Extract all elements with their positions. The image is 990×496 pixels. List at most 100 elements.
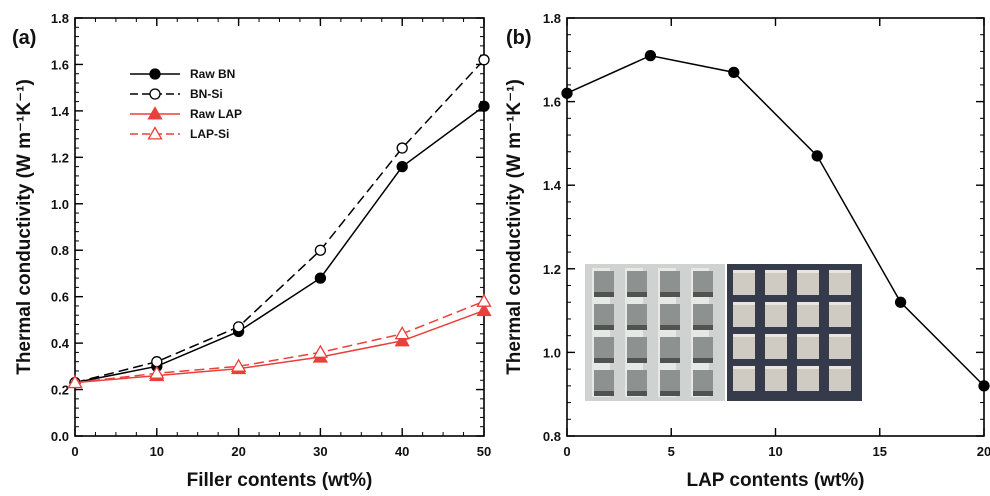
legend-label: BN-Si xyxy=(190,87,223,101)
photo-tile xyxy=(733,270,755,295)
photo-tile-edge xyxy=(627,292,647,297)
photo-tile-highlight xyxy=(765,270,787,273)
x-tick-label: 10 xyxy=(768,444,782,459)
photo-tile-edge xyxy=(660,325,680,330)
photo-tile-edge xyxy=(693,292,713,297)
photo-tile-edge xyxy=(627,358,647,363)
series-data xyxy=(561,49,990,392)
y-axis-title: Thermal conductivity (W m⁻¹K⁻¹) xyxy=(504,79,525,375)
series-raw-lap xyxy=(67,302,492,389)
x-axis-title: LAP contents (wt%) xyxy=(686,470,864,491)
photo-tile xyxy=(797,334,819,359)
x-tick-label: 20 xyxy=(231,444,245,459)
photo-tile xyxy=(693,370,713,396)
panel-a-chart: 0 10 20 30 40 50 0.0 0.2 0.4 0.6 0.8 1.0 1.2 1.4 1.6 1.… xyxy=(12,11,492,491)
photo-tile-highlight xyxy=(797,302,819,305)
photo-tile-edge xyxy=(693,391,713,396)
photo-tile xyxy=(797,302,819,327)
legend-item: LAP-Si xyxy=(130,126,229,141)
photo-tile-highlight xyxy=(829,334,851,337)
photo-tile xyxy=(594,370,614,396)
photo-tile-edge xyxy=(660,391,680,396)
legend-item: Raw LAP xyxy=(130,106,242,121)
photo-tile xyxy=(627,304,647,330)
data-point xyxy=(151,356,163,368)
x-tick-label: 20 xyxy=(977,444,990,459)
data-point xyxy=(728,66,740,78)
photo-tile xyxy=(660,271,680,297)
photo-tile xyxy=(627,271,647,297)
legend-marker xyxy=(149,68,161,80)
legend-marker xyxy=(147,106,163,120)
x-tick-label: 15 xyxy=(873,444,887,459)
data-point xyxy=(394,332,410,347)
data-point xyxy=(67,374,83,389)
photo-tile-highlight xyxy=(829,302,851,305)
legend-label: Raw LAP xyxy=(190,107,242,121)
photo-tile-edge xyxy=(693,325,713,330)
x-tick-label: 10 xyxy=(150,444,164,459)
photo-tile-edge xyxy=(627,325,647,330)
photo-tile-edge xyxy=(660,292,680,297)
photo-tile xyxy=(765,334,787,359)
data-point xyxy=(978,380,990,392)
photo-tile xyxy=(797,366,819,391)
photo-tile-highlight xyxy=(765,366,787,369)
panel-b-chart: 0 5 10 15 20 0.8 1.0 1.2 1.4 1.6 1.8 LAP contents (… xyxy=(504,11,990,491)
data-point xyxy=(478,100,490,112)
y-tick-label: 1.6 xyxy=(51,57,69,72)
photo-tile-edge xyxy=(594,358,614,363)
photo-tile-edge xyxy=(693,358,713,363)
photo-tile xyxy=(829,302,851,327)
y-tick-label: 0.8 xyxy=(543,429,561,444)
photo-tile xyxy=(797,270,819,295)
photo-tile xyxy=(765,366,787,391)
y-tick-label: 1.0 xyxy=(51,197,69,212)
inset-photos xyxy=(585,264,862,401)
data-point xyxy=(394,326,410,340)
photo-tile xyxy=(594,337,614,363)
photo-tile xyxy=(829,334,851,359)
photo-tile xyxy=(660,370,680,396)
photo-tile xyxy=(733,334,755,359)
legend-label: LAP-Si xyxy=(190,127,229,141)
panel-label: (b) xyxy=(506,27,532,49)
data-point xyxy=(396,160,408,173)
data-point xyxy=(561,87,573,99)
series-lap-si xyxy=(67,293,492,389)
data-point xyxy=(644,49,657,62)
photo-tile-highlight xyxy=(765,334,787,337)
photo-unfilled-samples xyxy=(585,264,725,401)
data-point xyxy=(232,321,245,333)
photo-tile xyxy=(660,337,680,363)
photo-tile xyxy=(594,271,614,297)
x-tick-label: 40 xyxy=(395,444,409,459)
photo-tile-edge xyxy=(594,391,614,396)
series-raw-bn xyxy=(69,100,490,389)
x-tick-label: 50 xyxy=(477,444,491,459)
photo-tile-edge xyxy=(594,292,614,297)
photo-tile xyxy=(693,337,713,363)
legend: Raw BN BN-Si Raw LAP LAP-Si xyxy=(130,67,242,141)
photo-tile xyxy=(660,304,680,330)
data-point xyxy=(149,365,165,379)
x-axis-title: Filler contents (wt%) xyxy=(187,470,373,491)
data-point xyxy=(314,272,327,284)
y-tick-label: 0.8 xyxy=(51,243,69,258)
y-tick-label: 0.2 xyxy=(51,383,69,398)
photo-tile-edge xyxy=(627,391,647,396)
data-point xyxy=(894,296,907,308)
series-line xyxy=(74,59,485,384)
y-tick-label: 0.6 xyxy=(51,290,69,305)
y-tick-label: 1.6 xyxy=(543,95,561,110)
photo-tile-highlight xyxy=(733,302,755,305)
data-point xyxy=(312,344,329,358)
y-axis-title: Thermal conductivity (W m⁻¹K⁻¹) xyxy=(14,79,35,375)
y-tick-label: 1.0 xyxy=(543,345,561,360)
photo-tile xyxy=(693,304,713,330)
y-tick-label: 0.0 xyxy=(51,429,69,444)
photo-tile xyxy=(594,304,614,330)
photo-tile xyxy=(627,337,647,363)
data-point xyxy=(314,244,327,256)
